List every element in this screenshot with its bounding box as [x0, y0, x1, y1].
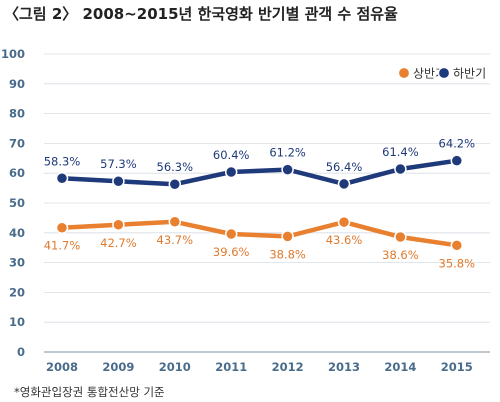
x-tick-label: 2011 — [215, 360, 247, 374]
data-label: 39.6% — [213, 245, 250, 259]
data-point — [337, 177, 351, 191]
data-label: 38.8% — [269, 247, 306, 261]
y-tick-label: 60 — [9, 166, 25, 180]
y-tick-label: 70 — [9, 136, 25, 150]
x-tick-label: 2009 — [102, 360, 134, 374]
data-point — [450, 154, 464, 167]
y-tick-label: 90 — [9, 77, 25, 91]
data-point — [337, 215, 351, 229]
data-point — [450, 239, 464, 252]
y-tick-label: 100 — [1, 47, 25, 61]
data-label: 56.3% — [157, 160, 194, 174]
legend: 상반기 하반기 — [397, 66, 486, 81]
data-point — [168, 177, 182, 191]
y-tick-label: 10 — [9, 315, 25, 329]
legend-marker — [397, 66, 411, 80]
y-tick-label: 50 — [9, 196, 25, 210]
legend-label: 하반기 — [453, 67, 486, 81]
chart-title: 〈그림 2〉 2008~2015년 한국영화 반기별 관객 수 점유율 — [4, 5, 398, 23]
y-tick-label: 30 — [9, 256, 25, 270]
data-point — [281, 163, 294, 176]
data-point — [168, 215, 182, 229]
legend-label: 상반기 — [413, 67, 446, 81]
series-line — [59, 158, 460, 187]
series-points — [55, 154, 464, 252]
data-point — [224, 165, 238, 179]
source-note: *영화관입장권 통합전산망 기준 — [14, 385, 165, 399]
data-label: 58.3% — [44, 154, 81, 168]
data-label: 38.6% — [382, 248, 419, 262]
series-lines — [59, 158, 460, 248]
gridlines — [44, 53, 490, 353]
data-label: 60.4% — [213, 148, 250, 162]
y-tick-label: 40 — [9, 226, 25, 240]
y-tick-label: 80 — [9, 107, 25, 121]
data-point — [112, 218, 125, 232]
data-label: 41.7% — [44, 239, 81, 253]
data-point — [394, 162, 407, 176]
data-label: 57.3% — [100, 157, 137, 171]
data-point — [224, 227, 238, 241]
data-labels: 41.7% 42.7% 43.7% 39.6% 38.8% 43.6% 38.6% 35.8%… — [44, 137, 475, 271]
x-axis: 2008 2009 2010 2011 2012 2013 2014 2015 — [46, 360, 473, 374]
data-label: 43.6% — [326, 233, 363, 247]
data-label: 56.4% — [326, 160, 363, 174]
x-tick-label: 2012 — [272, 360, 304, 374]
x-tick-label: 2015 — [441, 360, 473, 374]
data-point — [394, 230, 407, 244]
x-tick-label: 2014 — [384, 360, 416, 374]
data-label: 61.2% — [269, 146, 306, 160]
y-axis: 0 10 20 30 40 50 60 70 80 90 100 — [1, 47, 25, 359]
x-tick-label: 2008 — [46, 360, 78, 374]
legend-marker — [437, 66, 451, 80]
series-line — [59, 219, 460, 248]
data-label: 42.7% — [100, 236, 137, 250]
y-tick-label: 20 — [9, 285, 25, 299]
data-label: 64.2% — [439, 137, 476, 151]
x-tick-label: 2010 — [159, 360, 191, 374]
x-tick-label: 2013 — [328, 360, 360, 374]
data-point — [55, 172, 69, 185]
data-label: 61.4% — [382, 145, 419, 159]
data-point — [112, 174, 125, 188]
data-label: 35.8% — [439, 256, 476, 270]
data-label: 43.7% — [157, 233, 194, 247]
data-point — [281, 230, 294, 243]
y-tick-label: 0 — [17, 345, 25, 359]
data-point — [55, 221, 69, 234]
